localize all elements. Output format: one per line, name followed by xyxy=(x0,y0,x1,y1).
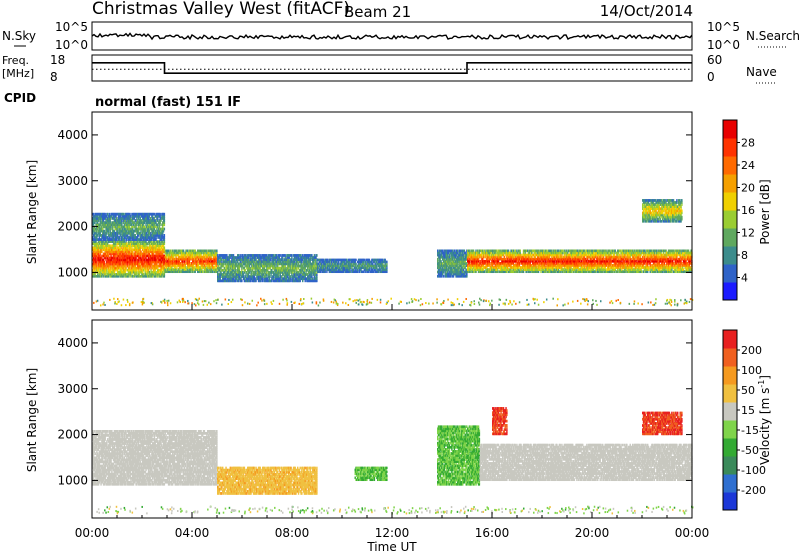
nsearch-label: N.Search xyxy=(746,29,800,43)
nave-label: Nave xyxy=(746,65,777,79)
power-cell xyxy=(241,279,242,282)
freq-tick-bottom: 8 xyxy=(50,70,58,84)
power-cell xyxy=(386,261,387,264)
power-cell xyxy=(280,254,281,257)
power-cell xyxy=(202,270,203,273)
nave-tick-top: 60 xyxy=(707,53,722,67)
power-cell xyxy=(160,223,161,226)
power-cell xyxy=(457,250,458,253)
freq-tick-top: 18 xyxy=(50,53,65,67)
power-cell xyxy=(104,261,105,264)
power-cell xyxy=(285,254,286,257)
freq-label: Freq. xyxy=(2,54,29,67)
station-title: Christmas Valley West (fitACF) xyxy=(92,0,350,19)
beam-label: Beam 21 xyxy=(344,3,411,21)
power-cell xyxy=(130,213,131,216)
power-cell xyxy=(160,213,161,216)
power-cell xyxy=(216,250,217,253)
nsearch-tick-top: 10^5 xyxy=(707,20,740,34)
cpid-mode: normal (fast) 151 IF xyxy=(95,95,241,110)
power-cell xyxy=(250,267,251,270)
power-cell xyxy=(164,213,165,216)
nave-tick-bottom: 0 xyxy=(707,70,715,84)
nsky-tick-top: 10^5 xyxy=(55,20,88,34)
power-cell xyxy=(291,254,292,257)
freq-unit-label: [MHz] xyxy=(2,67,34,80)
power-data-layer xyxy=(92,199,693,306)
nsearch-tick-bottom: 10^0 xyxy=(707,38,740,52)
power-cell xyxy=(316,254,317,257)
power-cell xyxy=(164,246,165,249)
nsky-label: N.Sky xyxy=(2,29,36,43)
power-cell xyxy=(164,234,165,237)
power-cell xyxy=(164,228,165,231)
nsky-trace xyxy=(92,33,692,39)
power-cell xyxy=(183,250,184,253)
nsky-tick-bottom: 10^0 xyxy=(55,38,88,52)
cpid-label: CPID xyxy=(4,91,36,105)
power-cell xyxy=(443,275,444,278)
power-cell xyxy=(235,269,236,272)
freq-panel-frame xyxy=(92,55,692,81)
power-cell xyxy=(355,263,356,266)
freq-trace xyxy=(92,63,692,73)
date-label: 14/Oct/2014 xyxy=(600,2,693,20)
power-cell xyxy=(355,259,356,262)
